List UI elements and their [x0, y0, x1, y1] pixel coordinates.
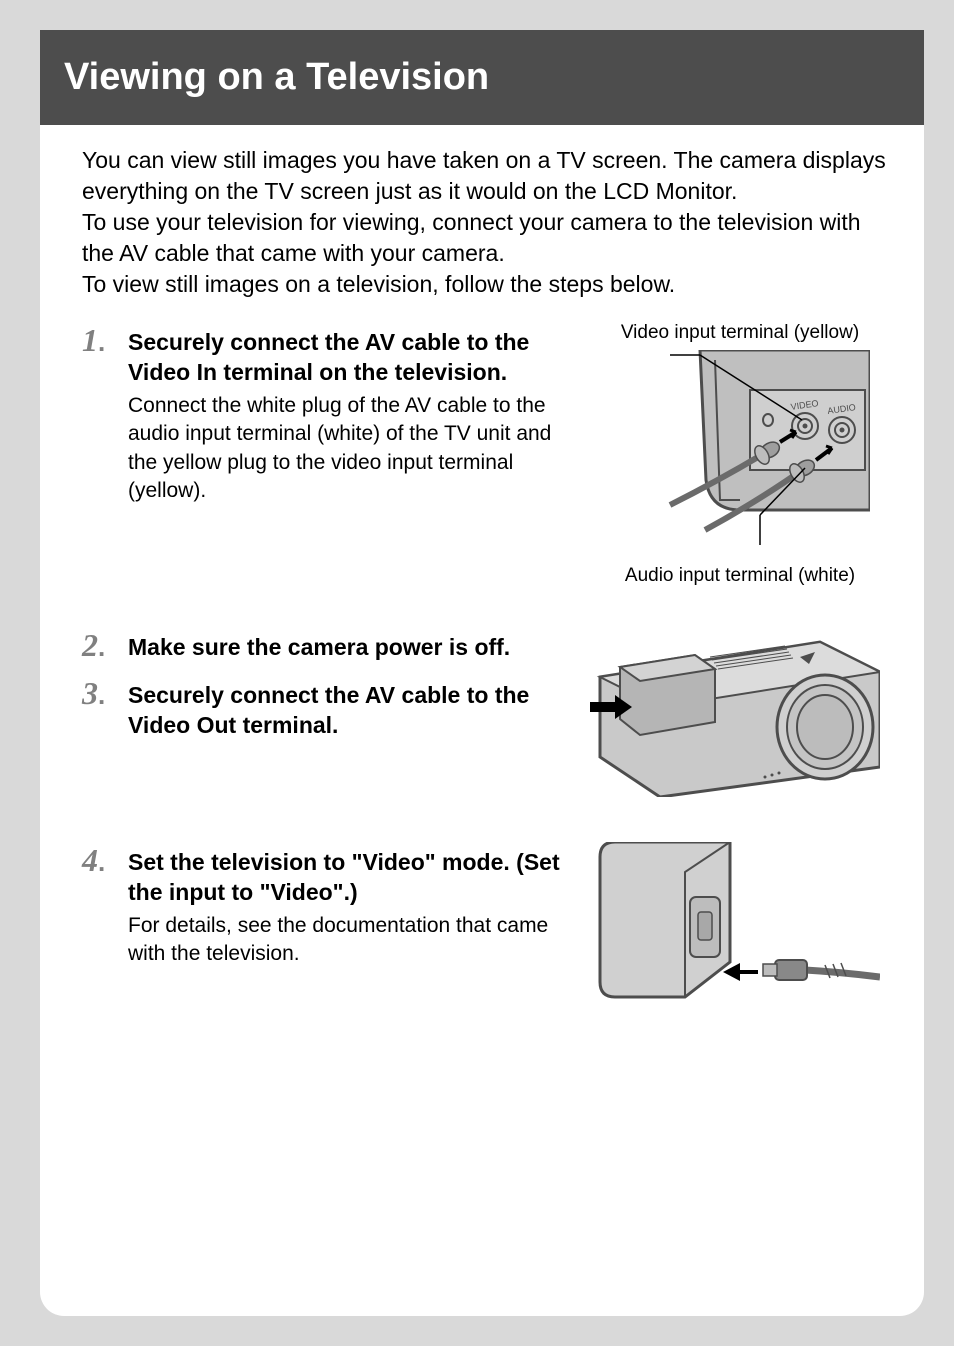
step-number: 3. — [82, 675, 128, 712]
step-number: 4. — [82, 842, 128, 879]
camera-side-plug-diagram — [590, 842, 880, 1012]
video-terminal-label: Video input terminal (yellow) — [590, 322, 890, 344]
manual-page-card: Viewing on a Television You can view sti… — [40, 30, 924, 1316]
tv-back-diagram: VIDEO AUDIO — [610, 350, 870, 550]
step-text: Connect the white plug of the AV cable t… — [128, 392, 572, 505]
step-3: 3. Securely connect the AV cable to the … — [82, 675, 572, 745]
step-4: 4. Set the television to "Video" mode. (… — [82, 842, 572, 968]
page-title-bar: Viewing on a Television — [40, 30, 924, 125]
page-content: You can view still images you have taken… — [40, 125, 924, 1047]
intro-paragraph: You can view still images you have taken… — [82, 145, 890, 300]
step-heading: Set the television to "Video" mode. (Set… — [128, 848, 572, 908]
step-heading: Securely connect the AV cable to the Vid… — [128, 681, 572, 741]
step-1-row: 1. Securely connect the AV cable to the … — [82, 322, 890, 587]
step-4-row: 4. Set the television to "Video" mode. (… — [82, 842, 890, 1017]
step-1: 1. Securely connect the AV cable to the … — [82, 322, 572, 505]
step-2-3-row: 2. Make sure the camera power is off. 3.… — [82, 627, 890, 802]
step-number: 1. — [82, 322, 128, 359]
audio-terminal-label: Audio input terminal (white) — [590, 565, 890, 587]
step-heading: Securely connect the AV cable to the Vid… — [128, 328, 572, 388]
page-title: Viewing on a Television — [64, 56, 489, 98]
camera-top-diagram — [590, 627, 880, 797]
step-2: 2. Make sure the camera power is off. — [82, 627, 572, 667]
step-number: 2. — [82, 627, 128, 664]
step-text: For details, see the documentation that … — [128, 912, 572, 969]
step-heading: Make sure the camera power is off. — [128, 633, 572, 663]
